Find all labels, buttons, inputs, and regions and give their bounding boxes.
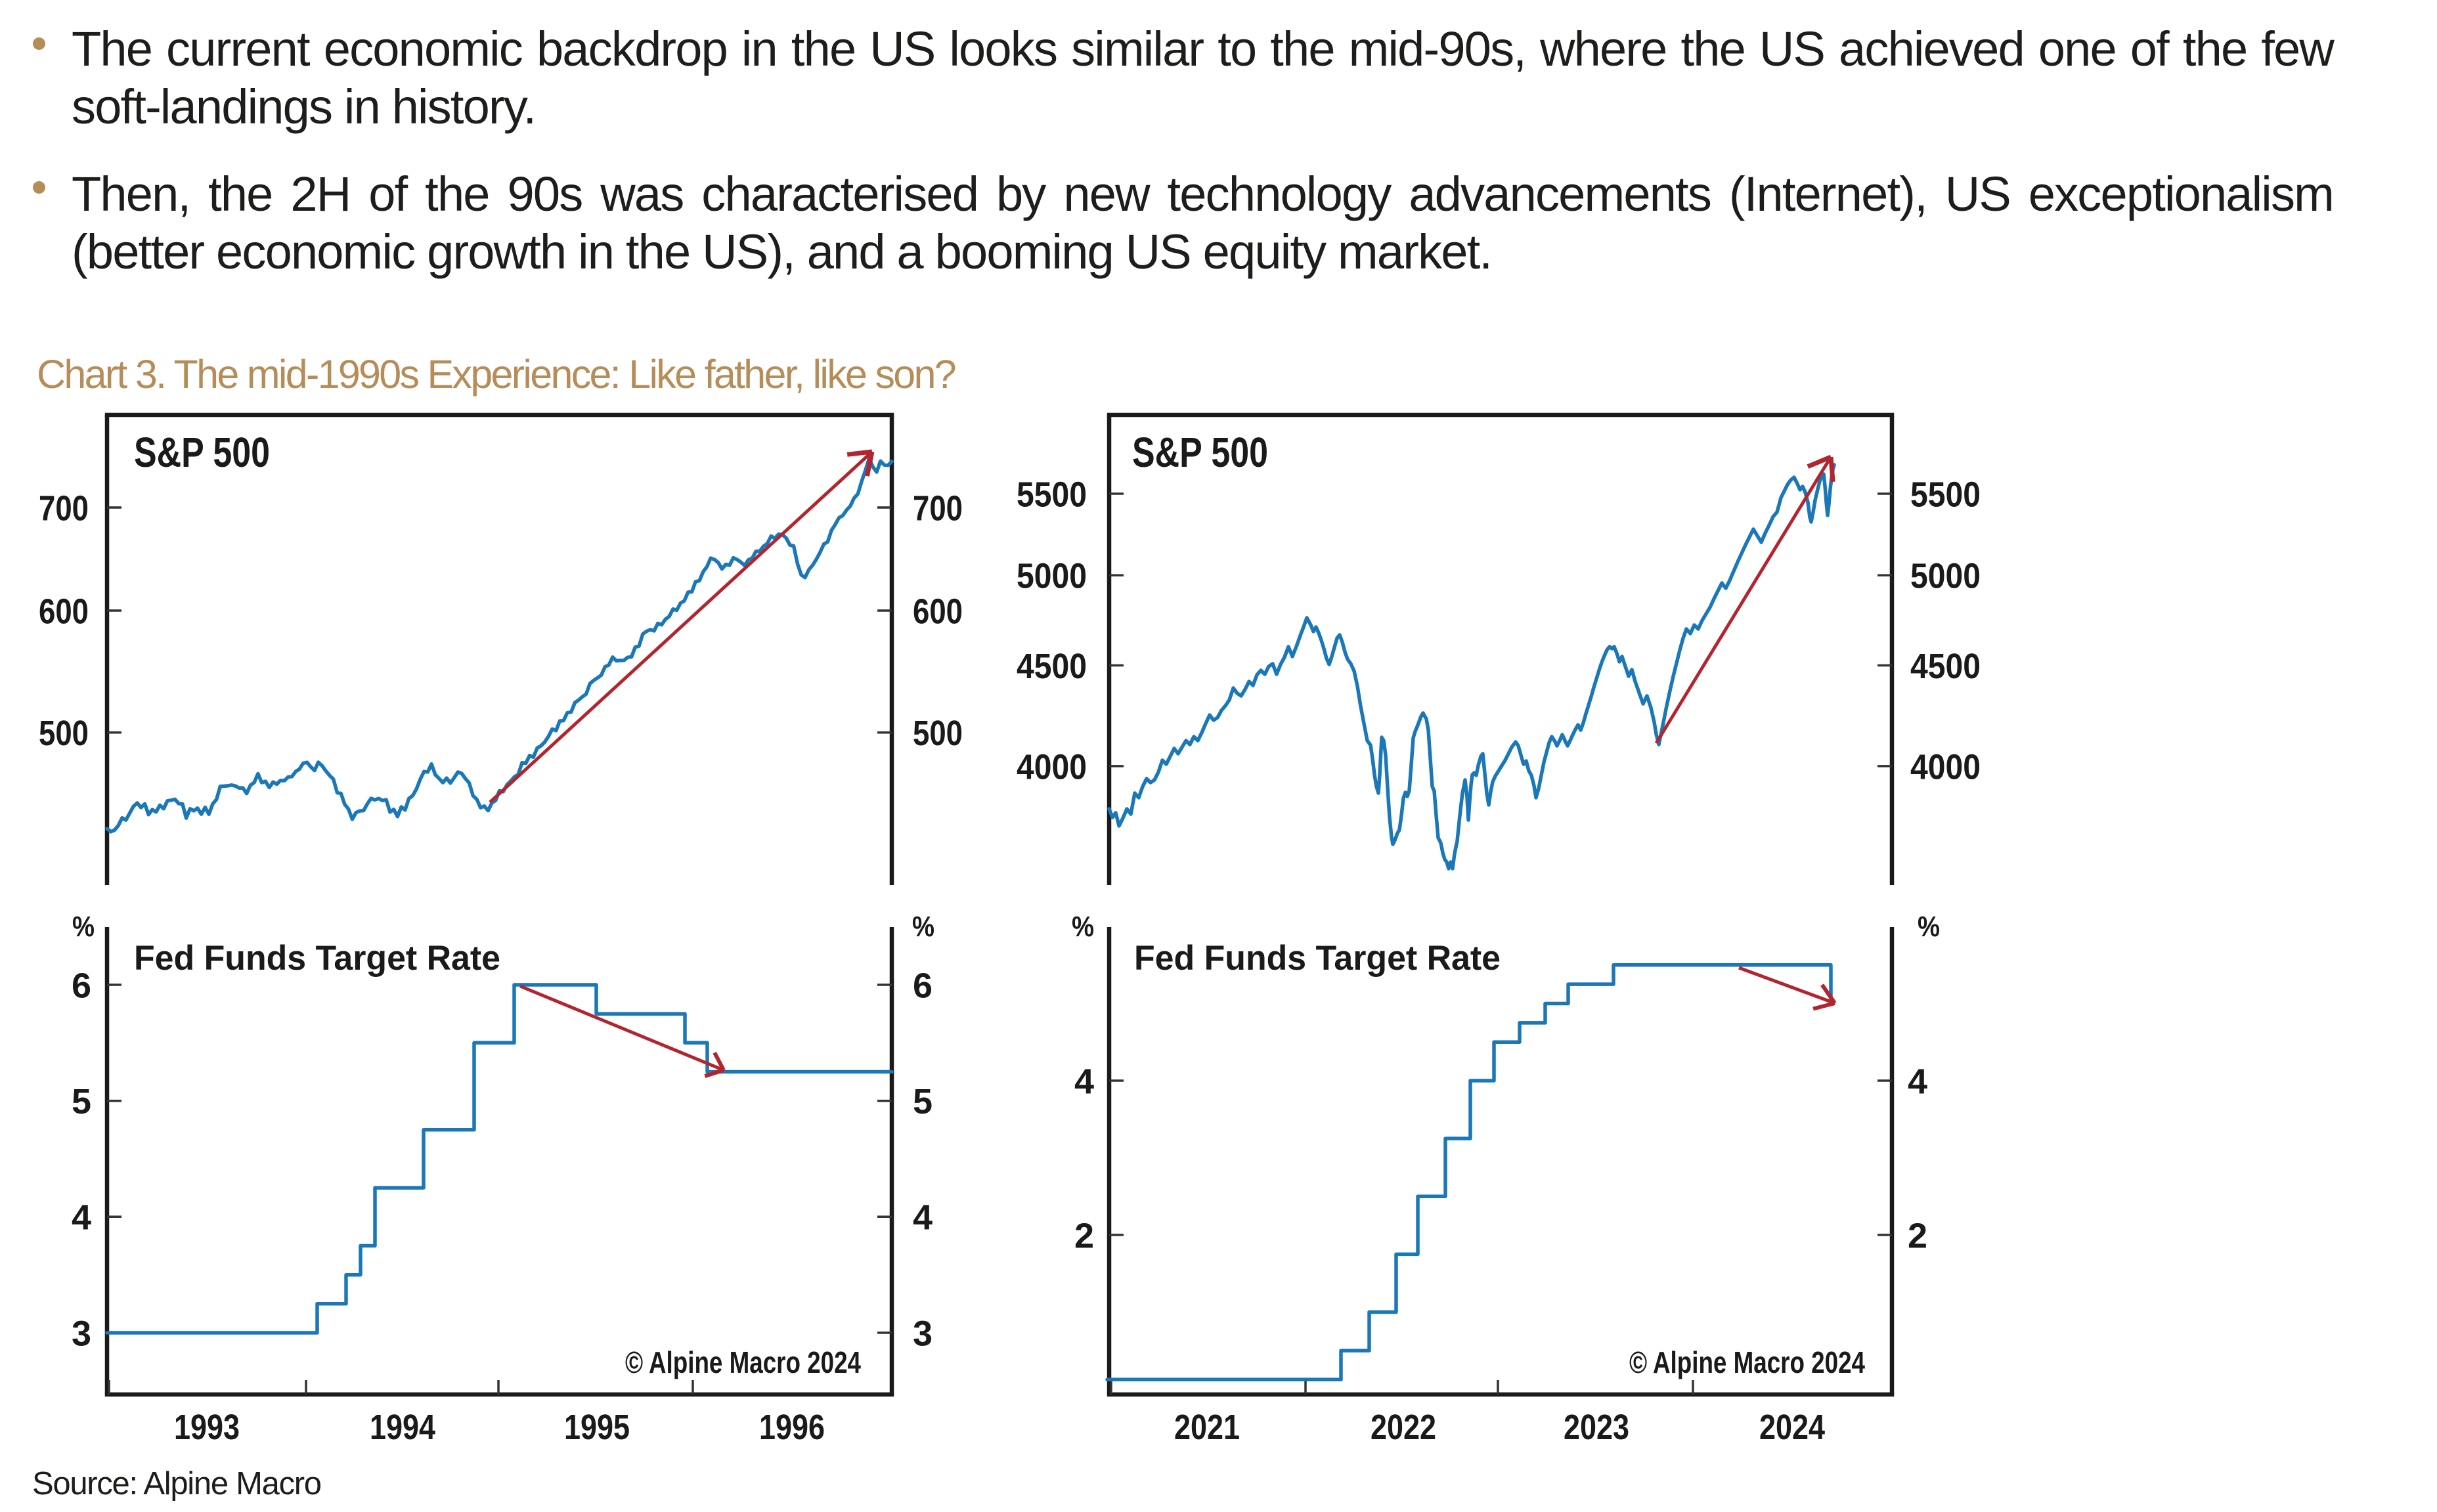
svg-text:5500: 5500 <box>1017 475 1087 514</box>
svg-text:2: 2 <box>1908 1216 1927 1255</box>
svg-text:500: 500 <box>39 714 89 753</box>
svg-text:%: % <box>1072 911 1094 943</box>
svg-text:5500: 5500 <box>1910 475 1981 514</box>
svg-text:4500: 4500 <box>1017 647 1087 686</box>
svg-text:S&P 500: S&P 500 <box>134 429 270 476</box>
svg-text:2023: 2023 <box>1564 1408 1629 1447</box>
svg-text:1995: 1995 <box>564 1408 630 1447</box>
svg-text:5: 5 <box>72 1082 91 1121</box>
svg-text:600: 600 <box>39 592 89 631</box>
svg-text:700: 700 <box>39 488 89 528</box>
svg-text:1994: 1994 <box>370 1408 435 1447</box>
svg-text:600: 600 <box>913 592 963 631</box>
svg-text:%: % <box>912 911 934 943</box>
svg-text:700: 700 <box>913 488 963 528</box>
svg-text:%: % <box>72 911 95 943</box>
svg-text:4000: 4000 <box>1017 747 1087 787</box>
svg-text:2: 2 <box>1074 1216 1094 1255</box>
svg-text:5000: 5000 <box>1017 557 1087 596</box>
svg-text:2024: 2024 <box>1759 1408 1825 1447</box>
svg-text:4000: 4000 <box>1910 747 1981 787</box>
svg-text:5000: 5000 <box>1910 557 1981 596</box>
svg-text:6: 6 <box>913 966 933 1005</box>
svg-text:500: 500 <box>913 714 963 753</box>
svg-text:4: 4 <box>72 1198 91 1238</box>
svg-text:© Alpine Macro 2024: © Alpine Macro 2024 <box>625 1345 861 1379</box>
svg-text:1993: 1993 <box>174 1408 240 1447</box>
svg-text:1996: 1996 <box>759 1408 825 1447</box>
svg-text:2021: 2021 <box>1174 1408 1240 1447</box>
svg-text:4500: 4500 <box>1910 647 1981 686</box>
svg-text:%: % <box>1918 911 1940 943</box>
svg-text:6: 6 <box>72 966 91 1005</box>
svg-text:3: 3 <box>913 1314 933 1353</box>
svg-text:Fed Funds Target Rate: Fed Funds Target Rate <box>1134 939 1501 978</box>
svg-text:3: 3 <box>72 1314 91 1353</box>
svg-text:4: 4 <box>1074 1062 1094 1101</box>
svg-text:4: 4 <box>1908 1062 1927 1101</box>
svg-text:© Alpine Macro 2024: © Alpine Macro 2024 <box>1629 1345 1865 1379</box>
svg-text:2022: 2022 <box>1371 1408 1436 1447</box>
svg-text:5: 5 <box>913 1082 933 1121</box>
svg-text:Fed Funds Target Rate: Fed Funds Target Rate <box>134 939 500 978</box>
svg-text:S&P 500: S&P 500 <box>1132 429 1268 476</box>
svg-text:4: 4 <box>913 1198 933 1238</box>
